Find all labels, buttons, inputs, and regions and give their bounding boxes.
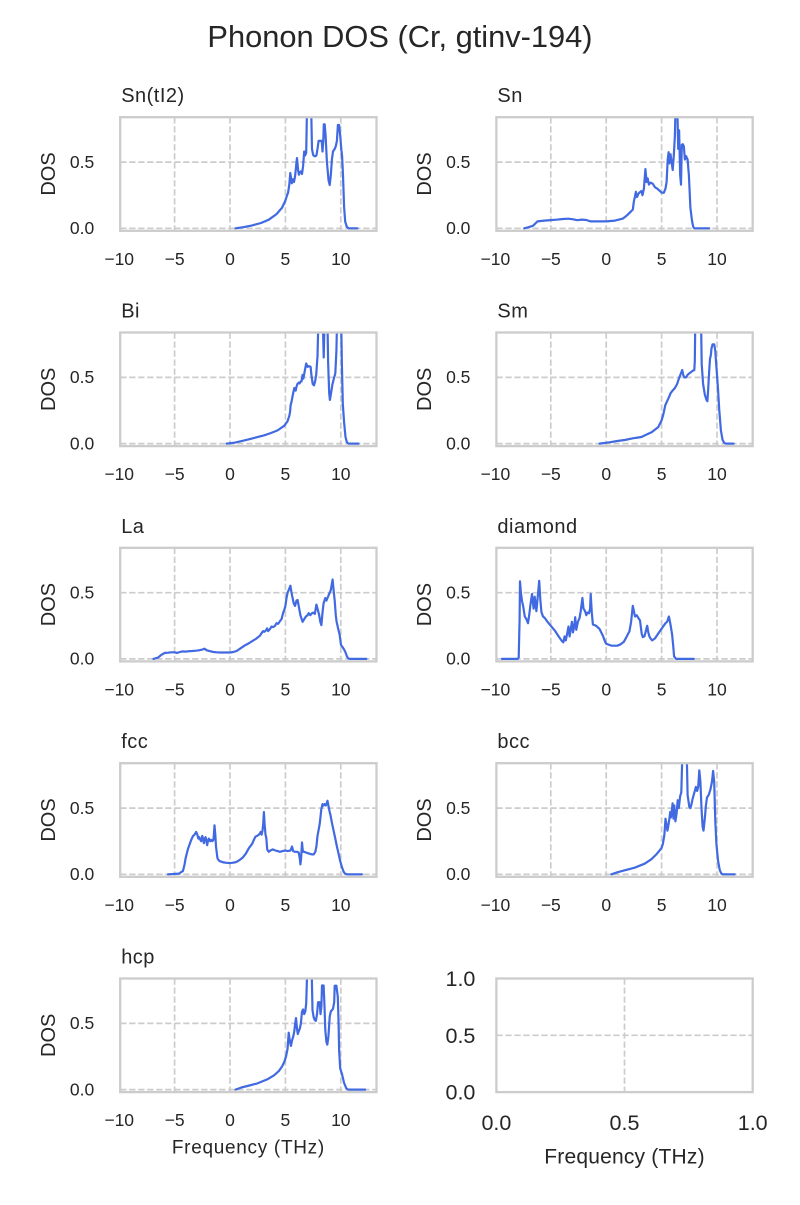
svg-text:0: 0 <box>225 679 235 699</box>
svg-text:−5: −5 <box>165 464 185 484</box>
svg-text:5: 5 <box>281 679 291 699</box>
svg-text:5: 5 <box>281 464 291 484</box>
svg-text:10: 10 <box>331 249 351 269</box>
svg-text:−5: −5 <box>541 895 561 915</box>
svg-text:−10: −10 <box>481 895 511 915</box>
svg-text:0.5: 0.5 <box>446 583 470 603</box>
svg-text:0: 0 <box>225 464 235 484</box>
svg-text:DOS: DOS <box>38 798 60 841</box>
svg-text:−10: −10 <box>104 895 134 915</box>
svg-text:5: 5 <box>657 679 667 699</box>
svg-text:Sm: Sm <box>497 301 528 323</box>
svg-text:5: 5 <box>281 1110 291 1130</box>
svg-text:DOS: DOS <box>38 583 60 626</box>
svg-text:diamond: diamond <box>497 516 577 538</box>
svg-text:0.0: 0.0 <box>481 1111 511 1135</box>
svg-text:0: 0 <box>601 249 611 269</box>
svg-text:0: 0 <box>225 895 235 915</box>
svg-text:fcc: fcc <box>121 731 148 753</box>
svg-text:0.5: 0.5 <box>70 798 94 818</box>
svg-text:hcp: hcp <box>121 947 155 969</box>
svg-text:10: 10 <box>707 464 727 484</box>
svg-text:5: 5 <box>281 895 291 915</box>
svg-text:0.5: 0.5 <box>446 1024 476 1048</box>
svg-text:0: 0 <box>601 679 611 699</box>
svg-text:0.5: 0.5 <box>446 367 470 387</box>
svg-text:0.0: 0.0 <box>70 864 95 884</box>
svg-text:0.5: 0.5 <box>70 367 94 387</box>
svg-text:10: 10 <box>331 1110 351 1130</box>
svg-text:0.0: 0.0 <box>70 433 95 453</box>
svg-text:0.5: 0.5 <box>610 1111 640 1135</box>
svg-text:−5: −5 <box>165 895 185 915</box>
svg-text:−5: −5 <box>165 1110 185 1130</box>
svg-text:0.5: 0.5 <box>70 1013 94 1033</box>
svg-text:La: La <box>121 516 145 538</box>
svg-text:5: 5 <box>281 249 291 269</box>
svg-text:0.5: 0.5 <box>446 152 470 172</box>
svg-text:0.0: 0.0 <box>70 1079 95 1099</box>
svg-text:10: 10 <box>331 679 351 699</box>
svg-text:DOS: DOS <box>414 583 436 626</box>
svg-text:−10: −10 <box>481 464 511 484</box>
svg-text:0.0: 0.0 <box>446 864 471 884</box>
svg-text:10: 10 <box>707 895 727 915</box>
svg-text:0.0: 0.0 <box>446 1081 476 1105</box>
svg-text:DOS: DOS <box>414 368 436 411</box>
svg-text:bcc: bcc <box>497 731 530 753</box>
svg-text:0.5: 0.5 <box>446 798 470 818</box>
svg-text:0.0: 0.0 <box>446 649 471 669</box>
svg-text:10: 10 <box>707 679 727 699</box>
svg-text:10: 10 <box>707 249 727 269</box>
svg-text:0: 0 <box>601 464 611 484</box>
svg-text:−10: −10 <box>104 1110 134 1130</box>
svg-text:−10: −10 <box>104 249 134 269</box>
svg-text:Frequency (THz): Frequency (THz) <box>544 1146 705 1169</box>
svg-text:−5: −5 <box>165 249 185 269</box>
svg-text:5: 5 <box>657 895 667 915</box>
svg-text:−10: −10 <box>481 679 511 699</box>
svg-text:1.0: 1.0 <box>446 967 476 991</box>
svg-text:DOS: DOS <box>38 1014 60 1057</box>
svg-text:−5: −5 <box>541 679 561 699</box>
svg-text:−5: −5 <box>541 464 561 484</box>
svg-text:DOS: DOS <box>414 152 436 195</box>
svg-text:5: 5 <box>657 464 667 484</box>
svg-text:DOS: DOS <box>414 798 436 841</box>
svg-text:10: 10 <box>331 895 351 915</box>
svg-text:1.0: 1.0 <box>738 1111 768 1135</box>
svg-text:5: 5 <box>657 249 667 269</box>
svg-text:−10: −10 <box>104 679 134 699</box>
svg-text:Sn(tI2): Sn(tI2) <box>121 85 185 107</box>
svg-text:−10: −10 <box>104 464 134 484</box>
svg-text:−10: −10 <box>481 249 511 269</box>
svg-text:0: 0 <box>601 895 611 915</box>
svg-text:DOS: DOS <box>38 368 60 411</box>
svg-text:10: 10 <box>331 464 351 484</box>
svg-text:0: 0 <box>225 1110 235 1130</box>
svg-text:Sn: Sn <box>497 85 522 107</box>
svg-text:DOS: DOS <box>38 152 60 195</box>
svg-text:0.0: 0.0 <box>446 218 471 238</box>
svg-text:0: 0 <box>225 249 235 269</box>
svg-text:Phonon DOS (Cr, gtinv-194): Phonon DOS (Cr, gtinv-194) <box>207 19 592 54</box>
svg-text:−5: −5 <box>541 249 561 269</box>
svg-text:Bi: Bi <box>121 301 140 323</box>
svg-text:0.5: 0.5 <box>70 152 94 172</box>
svg-text:Frequency (THz): Frequency (THz) <box>172 1138 325 1159</box>
svg-text:−5: −5 <box>165 679 185 699</box>
svg-text:0.5: 0.5 <box>70 583 94 603</box>
svg-text:0.0: 0.0 <box>70 649 95 669</box>
svg-text:0.0: 0.0 <box>70 218 95 238</box>
svg-text:0.0: 0.0 <box>446 433 471 453</box>
